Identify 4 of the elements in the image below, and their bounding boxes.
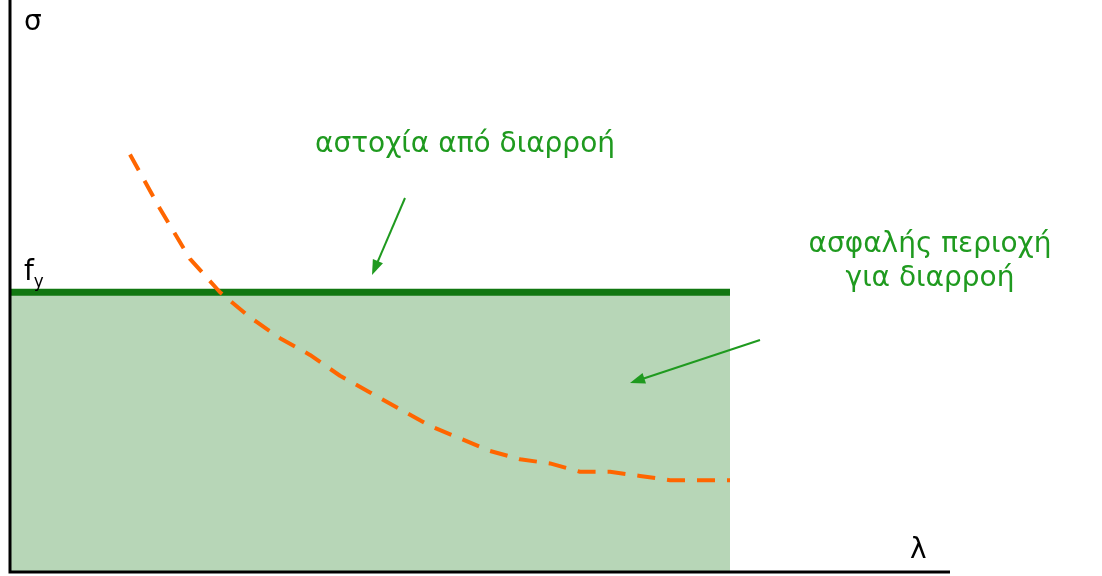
x-axis-title: λ <box>910 532 927 565</box>
y-axis-title: σ <box>24 4 42 37</box>
annotation: αστοχία από διαρροή <box>314 126 616 159</box>
annotation: ασφαλής περιοχή για διαρροή <box>808 226 1052 293</box>
